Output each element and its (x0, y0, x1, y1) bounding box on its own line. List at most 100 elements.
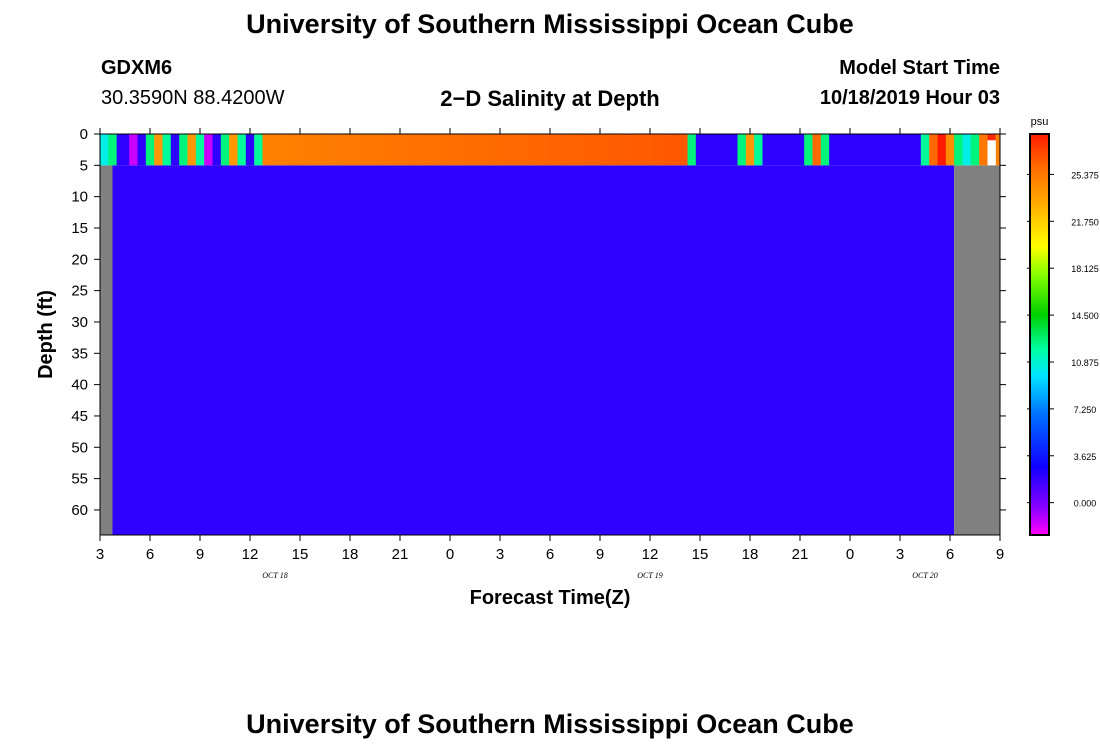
y-tick-label: 30 (71, 314, 88, 331)
surface-cell (804, 134, 813, 166)
station-coordinates: 30.3590N 88.4200W (101, 87, 285, 109)
date-label: OCT 19 (637, 571, 662, 580)
surface-cell (204, 134, 213, 166)
x-tick-label: 3 (96, 546, 104, 563)
colorbar-label: 0.000 (1074, 499, 1097, 509)
surface-cell (812, 134, 822, 166)
x-tick-label: 3 (896, 546, 904, 563)
x-tick-label: 21 (392, 546, 409, 563)
plot-title: 2−D Salinity at Depth (440, 86, 660, 111)
y-tick-label: 55 (71, 471, 88, 488)
colorbar-label: 7.250 (1074, 405, 1097, 415)
surface-cell (108, 134, 117, 166)
colorbar-label: 3.625 (1074, 452, 1097, 462)
surface-cell (945, 134, 955, 166)
x-tick-label: 9 (196, 546, 204, 563)
x-tick-label: 3 (496, 546, 504, 563)
colorbar-label: 18.125 (1071, 264, 1099, 274)
y-tick-label: 45 (71, 408, 88, 425)
surface-cell (920, 134, 930, 166)
surface-cell (100, 134, 109, 166)
heatmap-cells (100, 134, 1001, 535)
surface-cell (929, 134, 938, 166)
x-tick-label: 21 (792, 546, 809, 563)
surface-cell (220, 134, 230, 166)
x-tick-label: 15 (692, 546, 709, 563)
y-tick-label: 60 (71, 502, 88, 519)
surface-cell (179, 134, 188, 166)
x-tick-label: 0 (846, 546, 854, 563)
x-tick-label: 6 (546, 546, 554, 563)
surface-cell (162, 134, 172, 166)
y-tick-label: 0 (80, 126, 88, 143)
y-tick-label: 25 (71, 283, 88, 300)
colorbar-label: 10.875 (1071, 358, 1099, 368)
missing-data-column (954, 165, 1000, 535)
colorbar-label: 25.375 (1071, 170, 1099, 180)
surface-cell (745, 134, 755, 166)
x-tick-label: 15 (292, 546, 309, 563)
y-tick-label: 10 (71, 189, 88, 206)
axes: 3 6 9 12 15 18 21 0 3 6 9 12 15 18 21 0 3 6 9 OCT 18 OCT 19 O… (71, 126, 1006, 580)
surface-cell (116, 134, 130, 166)
x-tick-label: 0 (446, 546, 454, 563)
surface-cell (695, 134, 738, 166)
y-tick-label: 20 (71, 251, 88, 268)
x-tick-label: 6 (146, 546, 154, 563)
surface-cell (145, 134, 155, 166)
surface-cell (954, 134, 963, 166)
date-label: OCT 18 (262, 571, 287, 580)
colorbar-label: 21.750 (1071, 217, 1099, 227)
missing-data-column (100, 165, 113, 535)
colorbar: 0.000 3.625 7.250 10.875 14.500 18.125 21.750 2… (1027, 133, 1099, 536)
x-tick-label: 12 (642, 546, 659, 563)
surface-cell (995, 134, 1001, 166)
surface-cell (229, 134, 238, 166)
colorbar-unit-label: psu (1031, 116, 1049, 128)
surface-cell (245, 134, 255, 166)
surface-cell (829, 134, 922, 166)
surface-cell (195, 134, 205, 166)
surface-cell (754, 134, 763, 166)
surface-cell (687, 134, 697, 166)
station-id: GDXM6 (101, 57, 173, 79)
x-tick-label: 18 (742, 546, 759, 563)
x-axis-label: Forecast Time(Z) (470, 587, 631, 609)
surface-cell (170, 134, 180, 166)
model-start-label: Model Start Time (839, 57, 1000, 79)
colorbar-bar (1029, 133, 1050, 536)
colorbar-label: 14.500 (1071, 311, 1099, 321)
surface-cell (137, 134, 147, 166)
y-tick-label: 15 (71, 220, 88, 237)
deep-layer-cell (112, 165, 955, 535)
model-start-value: 10/18/2019 Hour 03 (819, 87, 1000, 109)
y-axis-label: Depth (ft) (35, 290, 57, 379)
surface-cell (937, 134, 947, 166)
surface-cell (262, 134, 688, 166)
y-tick-label: 50 (71, 439, 88, 456)
footer-title: University of Southern Mississippi Ocean… (246, 709, 854, 739)
surface-cell (737, 134, 747, 166)
surface-cell (820, 134, 830, 166)
y-tick-label: 40 (71, 377, 88, 394)
surface-cell (762, 134, 805, 166)
surface-cell (970, 134, 980, 166)
page-title: University of Southern Mississippi Ocean… (246, 9, 854, 39)
surface-cell (212, 134, 222, 166)
surface-cell (187, 134, 197, 166)
surface-cell-blank (987, 134, 996, 166)
y-tick-label: 35 (71, 345, 88, 362)
x-tick-label: 9 (596, 546, 604, 563)
x-tick-label: 18 (342, 546, 359, 563)
date-label: OCT 20 (912, 571, 937, 580)
surface-cell (987, 134, 996, 141)
y-tick-label: 5 (80, 157, 88, 174)
surface-cell (979, 134, 988, 166)
surface-cell (254, 134, 263, 166)
surface-cell (154, 134, 163, 166)
surface-cell (129, 134, 138, 166)
x-tick-label: 6 (946, 546, 954, 563)
surface-cell (962, 134, 972, 166)
surface-cell (237, 134, 247, 166)
